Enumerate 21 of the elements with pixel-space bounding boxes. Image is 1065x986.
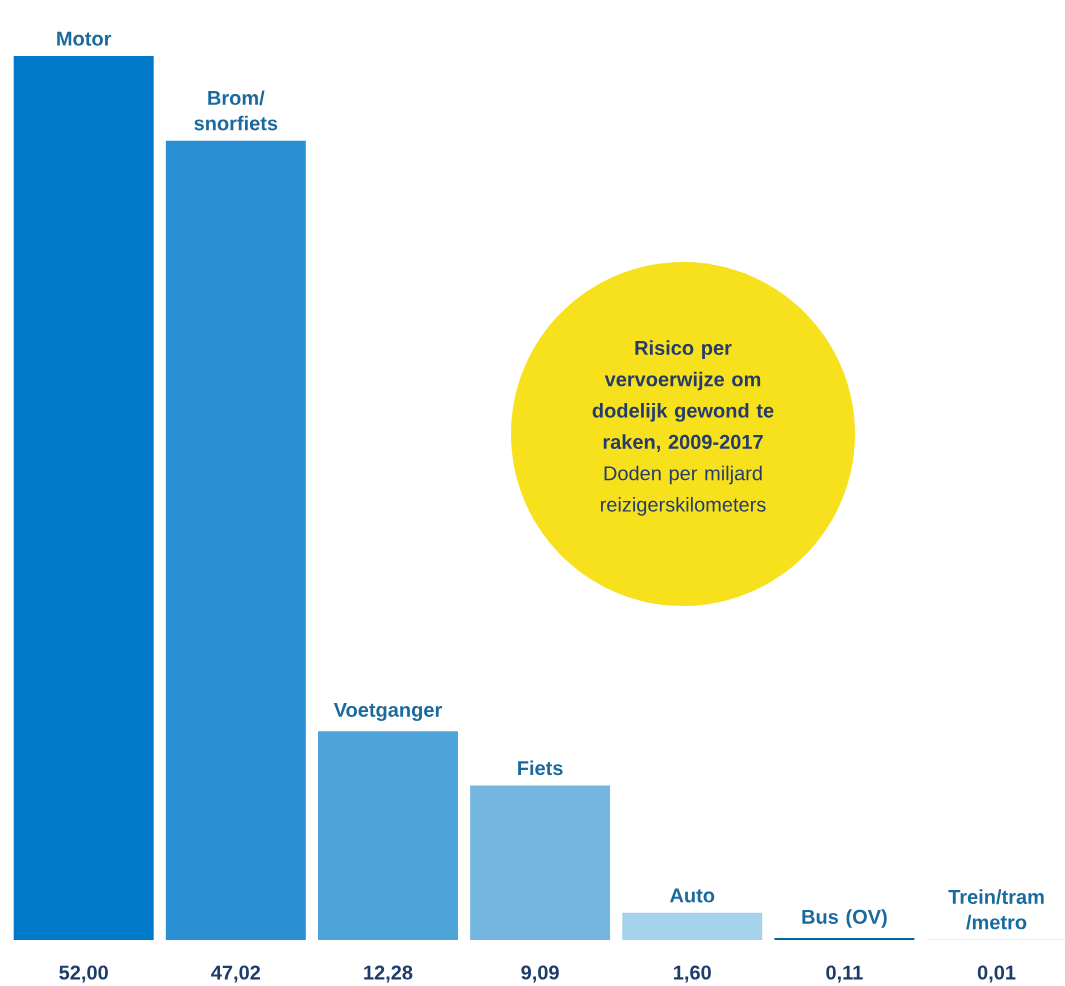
data-label: 1,60 <box>674 965 711 983</box>
data-label: 9,09 <box>521 965 559 983</box>
text: Risico per vervoerwijze om dodelijk gewond te raken, 2009-2017 <box>592 340 774 452</box>
x-tick-label: Trein/tram /metro <box>948 889 1044 930</box>
x-tick-label: Auto <box>669 888 715 903</box>
x-tick-label: Brom/ snorfiets <box>194 90 278 131</box>
data-label: 0,11 <box>826 965 863 983</box>
bar <box>317 731 458 940</box>
text: Doden per miljard reizigerskilometers <box>600 465 766 516</box>
data-label: 47,02 <box>211 965 261 983</box>
data-label: 12,28 <box>364 965 413 983</box>
bar <box>622 912 763 940</box>
x-tick-label: Fiets <box>518 760 563 776</box>
bar <box>165 140 306 940</box>
data-label: 0,01 <box>977 965 1016 983</box>
x-tick-label: Motor <box>57 31 112 46</box>
bar <box>13 56 154 940</box>
data-label: 52,00 <box>59 965 108 983</box>
x-tick-label: Bus (OV) <box>802 909 887 928</box>
x-tick-label: Voetganger <box>333 702 442 721</box>
bar <box>470 785 611 940</box>
